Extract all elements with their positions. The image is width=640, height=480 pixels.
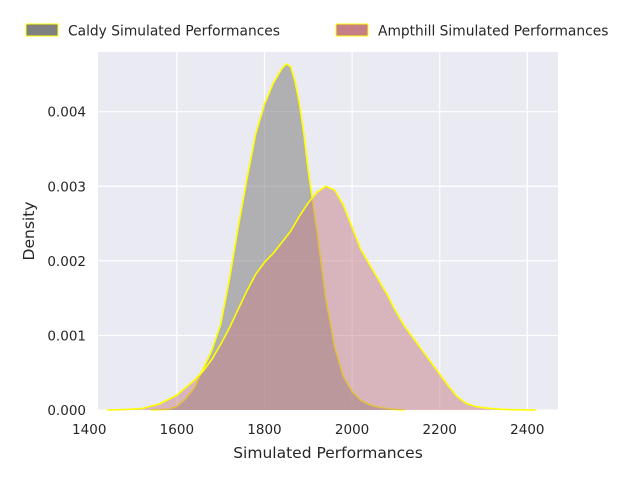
density-area-fill-0 [150,63,405,411]
x-tick-label: 1400 [72,422,106,438]
x-axis-label: Simulated Performances [233,444,423,462]
y-tick-label: 0.001 [47,328,86,344]
legend-swatch-1 [335,23,369,37]
x-tick-label: 1600 [160,422,194,438]
y-tick-label: 0.003 [47,179,86,195]
y-tick-label: 0.002 [47,254,86,270]
y-axis-label: Density [20,202,38,261]
density-curve-1 [106,185,537,411]
density-area-fill-1 [106,186,537,410]
y-tick-label: 0.000 [47,403,86,419]
y-tick-label: 0.004 [47,105,86,121]
x-tick-label: 2200 [423,422,457,438]
x-tick-label: 1800 [247,422,281,438]
y-axis-ticks: 0.000 0.001 0.002 0.003 0.004 [47,105,86,419]
legend-label-0: Caldy Simulated Performances [68,24,280,40]
x-axis-ticks: 1400 1600 1800 2000 2200 2400 [72,422,544,438]
x-tick-label: 2400 [510,422,544,438]
legend-label-1: Ampthill Simulated Performances [378,24,608,40]
x-tick-label: 2000 [335,422,369,438]
legend-swatch-0 [25,23,59,37]
density-areas [106,63,537,411]
legend: Caldy Simulated Performances Ampthill Sim… [25,23,608,40]
